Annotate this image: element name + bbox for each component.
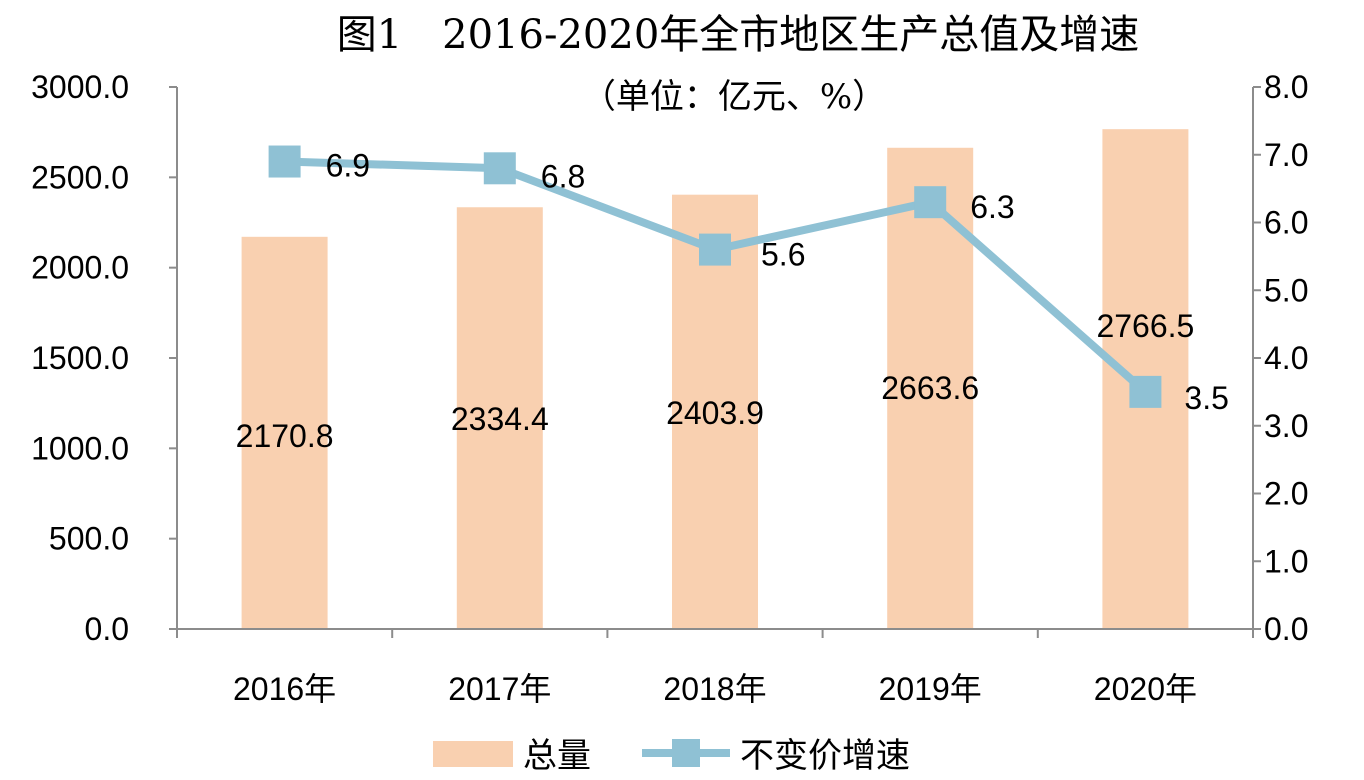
x-tick-label-1: 2017年 [448, 671, 551, 707]
legend-label-line: 不变价增速 [740, 736, 910, 776]
line-label-3: 6.3 [970, 189, 1014, 225]
y-right-tick-label-0: 0.0 [1264, 611, 1308, 647]
y-left-tick-label-2: 1000.0 [31, 430, 129, 466]
plot-area: 0.0 500.0 1000.0 1500.0 2000.0 2500.0 3000.0 0.… [31, 69, 1308, 707]
chart-title: 图1 2016-2020年全市地区生产总值及增速 [337, 12, 1140, 58]
legend-swatch-marker [672, 739, 700, 767]
x-tick-label-3: 2019年 [879, 671, 982, 707]
bar-label-2: 2403.9 [666, 395, 764, 431]
y-left-tick-label-3: 1500.0 [31, 340, 129, 376]
bar-label-3: 2663.6 [881, 370, 979, 406]
line-label-2: 5.6 [761, 237, 805, 273]
line-label-0: 6.9 [326, 148, 370, 184]
y-right-tick-label-6: 6.0 [1264, 205, 1308, 241]
y-right-tick-label-5: 5.0 [1264, 272, 1308, 308]
y-left-tick-label-5: 2500.0 [31, 159, 129, 195]
line-marker-3 [914, 186, 947, 219]
y-left-tick-label-0: 0.0 [85, 611, 129, 647]
chart-subtitle: （单位：亿元、%） [582, 77, 886, 117]
line-marker-1 [483, 152, 516, 185]
bar-label-1: 2334.4 [451, 401, 549, 437]
line-marker-2 [699, 233, 731, 266]
x-tick-label-4: 2020年 [1094, 671, 1197, 707]
line-marker-0 [268, 145, 301, 178]
legend: 总量 不变价增速 [433, 736, 910, 776]
y-right-tick-label-3: 3.0 [1264, 408, 1308, 444]
line-label-4: 3.5 [1184, 380, 1228, 416]
bar-label-4: 2766.5 [1096, 308, 1194, 344]
bar-2 [672, 194, 758, 629]
legend-label-bar: 总量 [523, 736, 591, 776]
line-marker-4 [1129, 375, 1162, 408]
y-right-tick-label-4: 4.0 [1264, 340, 1308, 376]
y-right-tick-label-2: 2.0 [1264, 476, 1308, 512]
x-tick-label-2: 2018年 [663, 671, 766, 707]
y-right-tick-label-1: 1.0 [1264, 543, 1308, 579]
y-right-tick-label-8: 8.0 [1264, 69, 1308, 105]
y-right-tick-label-7: 7.0 [1264, 137, 1308, 173]
y-left-tick-label-1: 500.0 [49, 521, 129, 557]
y-left-tick-label-6: 3000.0 [31, 69, 129, 105]
bar-label-0: 2170.8 [236, 418, 334, 454]
line-label-1: 6.8 [541, 158, 585, 194]
x-tick-label-0: 2016年 [233, 671, 336, 707]
bar-1 [456, 207, 543, 629]
y-left-tick-label-4: 2000.0 [31, 250, 129, 286]
legend-swatch-bar [433, 741, 513, 767]
bar-0 [241, 236, 328, 629]
